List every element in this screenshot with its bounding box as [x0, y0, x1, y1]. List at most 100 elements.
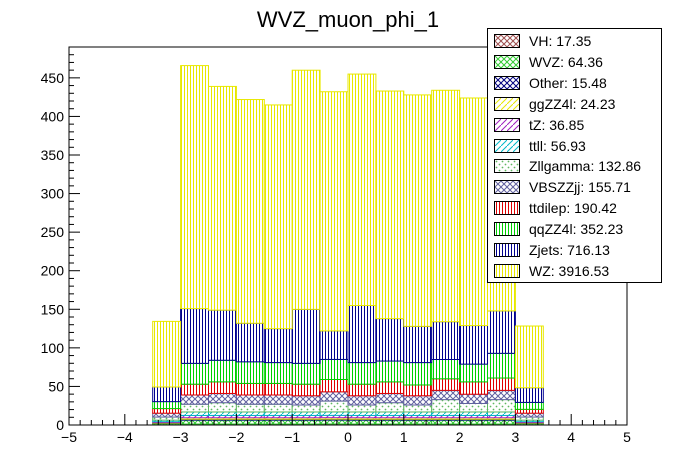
legend-swatch	[494, 117, 520, 132]
bar-VBSZZjj-bin-8	[375, 392, 405, 404]
legend-label: VH: 17.35	[529, 33, 592, 49]
bar-Zllgamma-bin-8	[375, 402, 405, 413]
bar-VBSZZjj-bin-13	[514, 412, 544, 418]
bar-ttdilep-bin-5	[291, 383, 321, 397]
bar-VBSZZjj-bin-4	[263, 394, 293, 405]
bar-VBSZZjj-bin-12	[487, 389, 516, 401]
bar-WVZ-bin-10	[431, 419, 461, 425]
bar-ttdilep-bin-10	[431, 378, 461, 391]
bar-Zllgamma-bin-5	[291, 404, 321, 413]
x-tick-label: −2	[228, 429, 244, 445]
bar-WVZ-bin-4	[263, 419, 293, 425]
bar-WZ-bin-2	[208, 85, 237, 311]
bar-ttll-bin-5	[291, 411, 321, 416]
bar-Zjets-bin-8	[375, 318, 405, 362]
legend-label: qqZZ4l: 352.23	[529, 221, 624, 238]
bar-Zjets-bin-12	[487, 310, 516, 354]
bar-WVZ-bin-5	[291, 419, 321, 425]
bar-ttll-bin-11	[459, 411, 489, 416]
bar-VBSZZjj-bin-1	[180, 394, 210, 405]
legend-entry-Zjets: Zjets: 716.13	[488, 240, 663, 261]
chart-title: WVZ_muon_phi_1	[257, 7, 439, 32]
bar-qqZZ4l-bin-6	[319, 358, 349, 380]
x-tick-label: 0	[344, 429, 352, 445]
y-tick-label: 400	[41, 108, 65, 124]
bar-ttdilep-bin-11	[459, 381, 489, 395]
bar-qqZZ4l-bin-9	[403, 362, 433, 386]
bar-Zllgamma-bin-12	[487, 399, 516, 413]
bar-VBSZZjj-bin-10	[431, 389, 461, 401]
bar-Zjets-bin-2	[208, 309, 237, 361]
bar-WZ-bin-9	[403, 94, 433, 327]
legend: VH: 17.35 WVZ: 64.36 Other: 15.48 ggZZ4l: 2…	[487, 28, 662, 283]
y-tick-label: 350	[41, 147, 65, 163]
bar-WZ-bin-3	[235, 99, 265, 324]
bar-ttdilep-bin-8	[375, 381, 405, 394]
bar-qqZZ4l-bin-2	[208, 359, 237, 383]
bar-ttdilep-bin-6	[319, 378, 349, 393]
bar-ttdilep-bin-9	[403, 384, 433, 397]
legend-swatch	[494, 159, 520, 174]
bar-qqZZ4l-bin-1	[180, 362, 210, 385]
y-tick-label: 150	[41, 301, 65, 317]
legend-swatch	[494, 138, 520, 153]
bar-Zjets-bin-1	[180, 308, 210, 364]
bar-Zjets-bin-6	[319, 330, 349, 360]
legend-entry-WZ: WZ: 3916.53	[488, 261, 663, 282]
bar-WZ-bin-8	[375, 90, 405, 320]
bar-Zllgamma-bin-4	[263, 403, 293, 413]
bar-qqZZ4l-bin-3	[235, 361, 265, 384]
legend-entry-VH: VH: 17.35	[488, 31, 663, 52]
legend-label: ttdilep: 190.42	[529, 200, 617, 217]
bar-Zjets-bin-11	[459, 325, 489, 365]
bar-VBSZZjj-bin-2	[208, 392, 237, 404]
x-tick-label: 4	[567, 429, 575, 445]
bar-Zjets-bin-0	[152, 386, 182, 403]
y-tick-label: 300	[41, 186, 65, 202]
bar-WVZ-bin-3	[235, 419, 265, 425]
legend-entry-ttll: ttll: 56.93	[488, 136, 663, 157]
bar-ttll-bin-3	[235, 411, 265, 416]
legend-entry-tZ: tZ: 36.85	[488, 115, 663, 136]
bar-WZ-bin-11	[459, 97, 489, 327]
bar-WZ-bin-7	[347, 73, 377, 307]
bar-qqZZ4l-bin-13	[514, 401, 544, 410]
bar-WZ-bin-0	[152, 320, 182, 388]
legend-swatch	[494, 75, 520, 90]
y-tick-label: 250	[41, 224, 65, 240]
bar-Zllgamma-bin-3	[235, 403, 265, 413]
bar-WZ-bin-10	[431, 89, 461, 323]
bar-VBSZZjj-bin-3	[235, 394, 265, 405]
legend-swatch	[494, 34, 520, 48]
bar-ttdilep-bin-2	[208, 381, 237, 394]
bar-VBSZZjj-bin-7	[347, 395, 377, 406]
bar-VBSZZjj-bin-5	[291, 395, 321, 406]
x-tick-label: −5	[61, 429, 77, 445]
legend-swatch	[494, 263, 520, 278]
bar-WVZ-bin-7	[347, 419, 377, 425]
bar-Zllgamma-bin-1	[180, 403, 210, 413]
legend-label: WVZ: 64.36	[529, 53, 603, 70]
y-tick-label: 0	[56, 417, 64, 433]
bar-Zllgamma-bin-7	[347, 404, 377, 413]
legend-entry-VBSZZjj: VBSZZjj: 155.71	[488, 177, 663, 198]
bar-qqZZ4l-bin-0	[152, 401, 182, 410]
legend-label: ttll: 56.93	[529, 137, 586, 154]
bar-qqZZ4l-bin-7	[347, 362, 377, 385]
bar-WVZ-bin-6	[319, 419, 349, 425]
bar-ttdilep-bin-0	[152, 408, 182, 414]
bar-qqZZ4l-bin-10	[431, 359, 461, 380]
x-tick-label: 2	[456, 429, 464, 445]
x-axis: −5 −4 −3 −2 −1 0 1 2 3 4 5	[61, 414, 631, 445]
bar-ttdilep-bin-12	[487, 377, 516, 391]
bar-ttdilep-bin-7	[347, 383, 377, 397]
y-tick-label: 50	[48, 378, 64, 394]
x-tick-label: −1	[284, 429, 300, 445]
bar-WVZ-bin-1	[180, 419, 210, 425]
bar-VBSZZjj-bin-0	[152, 412, 182, 418]
bar-WVZ-bin-8	[375, 419, 405, 425]
bar-WVZ-bin-2	[208, 419, 237, 425]
bar-Zjets-bin-5	[291, 308, 321, 364]
y-tick-label: 100	[41, 340, 65, 356]
